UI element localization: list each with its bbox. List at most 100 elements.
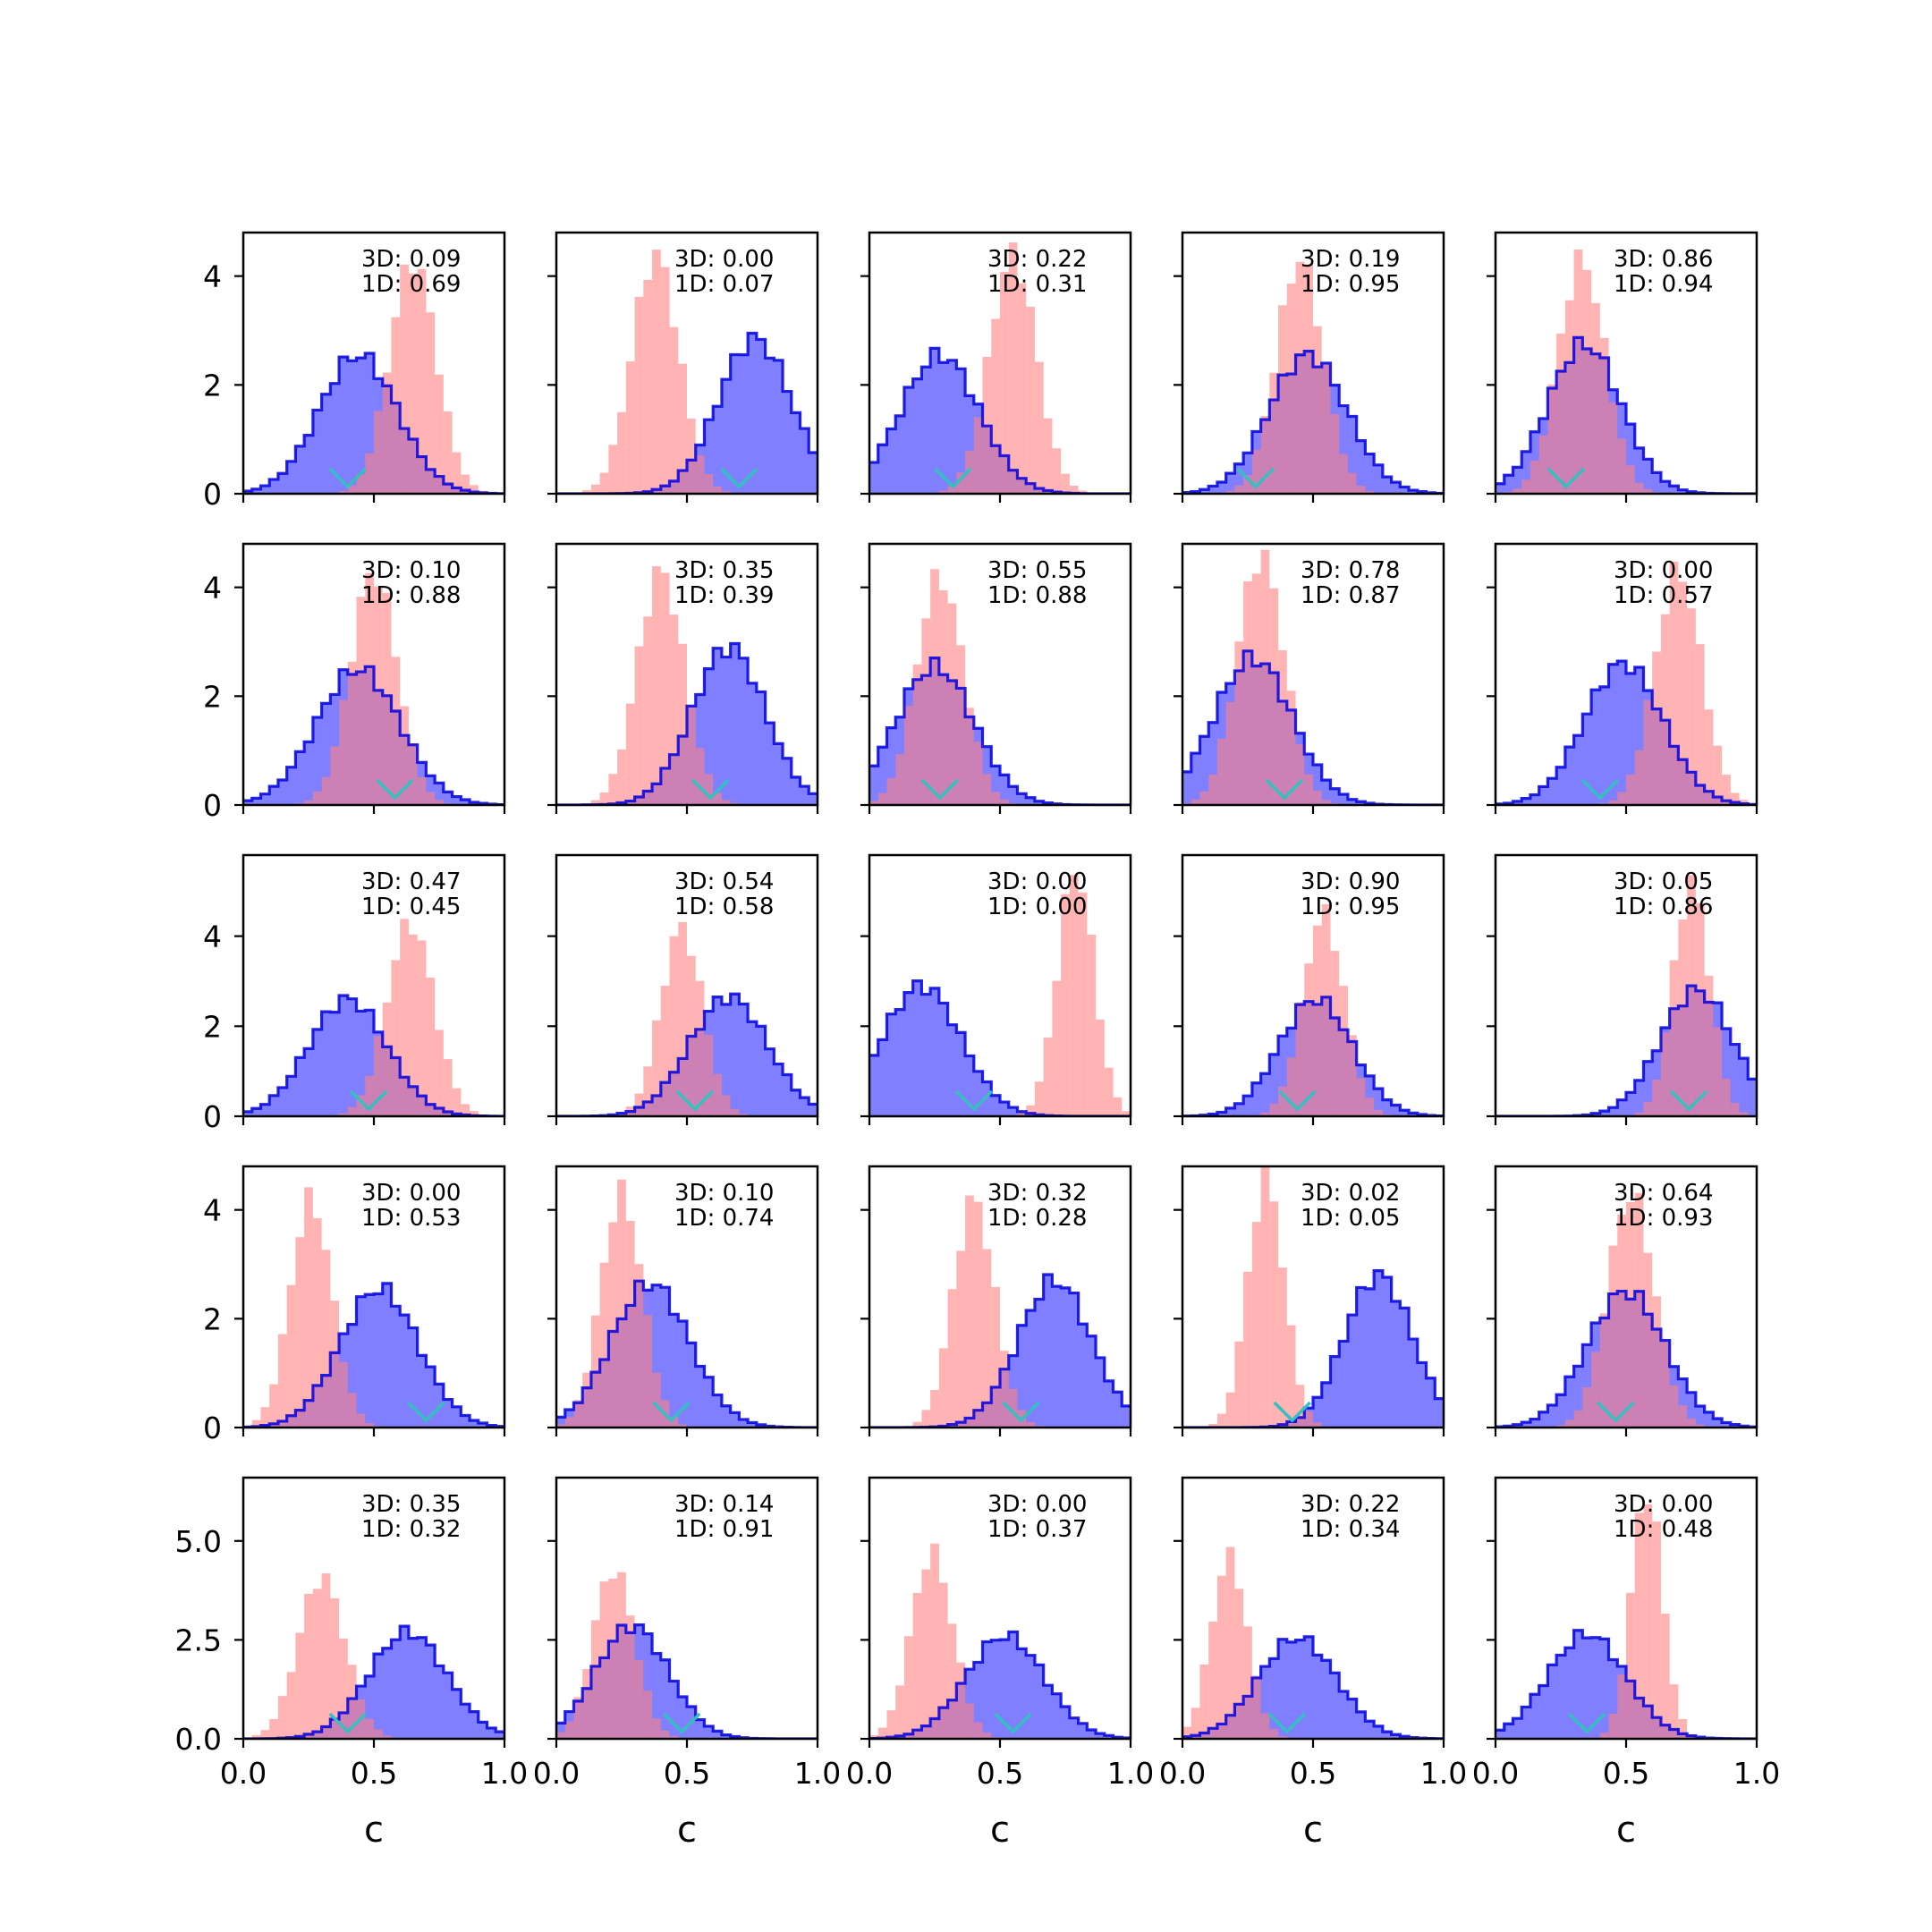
- red-histogram-bar: [1269, 1103, 1279, 1116]
- red-histogram-bar: [643, 279, 653, 494]
- red-histogram-bar: [1617, 1215, 1626, 1428]
- x-tick-label: 0.0: [1472, 1756, 1519, 1791]
- red-histogram-bar: [678, 363, 687, 494]
- red-histogram-bar: [1660, 1614, 1670, 1739]
- red-histogram-bar: [1225, 1392, 1235, 1428]
- red-histogram-bar: [269, 1384, 278, 1428]
- plot-area: [243, 572, 504, 805]
- y-tick-label: 0: [203, 477, 222, 512]
- red-histogram-bar: [652, 250, 661, 494]
- x-tick-label: 0.0: [1159, 1756, 1206, 1791]
- red-histogram-bar: [339, 1361, 348, 1428]
- red-histogram-bar: [1078, 892, 1088, 1116]
- blue-histogram-fill: [869, 348, 1131, 494]
- red-histogram-bar: [938, 590, 948, 805]
- red-histogram-bar: [374, 1036, 383, 1116]
- red-histogram-bar: [365, 1423, 374, 1428]
- red-histogram-bar: [608, 1222, 618, 1428]
- red-histogram-bar: [382, 1735, 392, 1739]
- y-tick-label: 2: [203, 368, 222, 402]
- red-histogram-bar: [1286, 284, 1296, 494]
- red-histogram-bar: [1687, 1418, 1696, 1428]
- red-histogram-bar: [391, 960, 401, 1116]
- annotation-1d: 1D: 0.58: [674, 894, 774, 920]
- red-histogram-bar: [599, 1581, 609, 1739]
- x-tick-label: 0.5: [1603, 1756, 1649, 1791]
- annotation-3d: 3D: 0.00: [674, 246, 774, 273]
- red-histogram-bar: [382, 1002, 392, 1116]
- blue-histogram-outline: [243, 1624, 504, 1739]
- red-histogram-bar: [1652, 1521, 1661, 1739]
- red-histogram-bar: [1365, 490, 1375, 494]
- red-histogram-bar: [617, 411, 626, 494]
- red-histogram-bar: [1260, 1713, 1270, 1739]
- annotation-3d: 3D: 0.00: [1614, 1491, 1713, 1518]
- red-histogram-bar: [582, 490, 591, 494]
- red-histogram-bar: [1634, 1513, 1644, 1739]
- red-histogram-bar: [330, 1597, 340, 1739]
- plot-area: [869, 242, 1131, 494]
- red-histogram-bar: [1713, 1027, 1723, 1116]
- red-histogram-bar: [1061, 473, 1070, 494]
- annotation-1d: 1D: 0.87: [1301, 582, 1400, 609]
- red-histogram-bar: [1538, 435, 1548, 494]
- red-histogram-bar: [877, 1727, 887, 1739]
- red-histogram-bar: [1269, 372, 1279, 494]
- y-tick-label: 4: [203, 919, 222, 954]
- annotation-3d: 3D: 0.22: [1301, 1491, 1400, 1518]
- blue-histogram-fill: [869, 980, 1131, 1116]
- red-histogram-bar: [1113, 1097, 1123, 1116]
- annotation-3d: 3D: 0.32: [987, 1180, 1087, 1207]
- red-histogram-bar: [426, 312, 436, 494]
- red-histogram-bar: [426, 977, 436, 1116]
- red-histogram-bar: [1739, 1112, 1749, 1116]
- red-histogram-bar: [321, 776, 331, 805]
- red-histogram-bar: [461, 474, 470, 494]
- red-histogram-bar: [1260, 1112, 1270, 1116]
- annotation-1d: 1D: 0.86: [1614, 894, 1713, 920]
- x-tick-label: 0.0: [533, 1756, 580, 1791]
- plot-area: [1496, 875, 1757, 1116]
- plot-area: [1182, 549, 1444, 805]
- annotation-1d: 1D: 0.53: [361, 1205, 461, 1232]
- red-histogram-bar: [695, 980, 705, 1116]
- red-histogram-bar: [564, 1721, 574, 1739]
- red-histogram-bar: [1052, 980, 1062, 1116]
- red-histogram-bar: [660, 267, 670, 494]
- red-histogram-bar: [678, 1424, 687, 1428]
- y-tick-label: 5.0: [175, 1524, 222, 1559]
- red-histogram-bar: [1304, 1411, 1313, 1428]
- annotation-3d: 3D: 0.35: [674, 557, 774, 584]
- red-histogram-bar: [1722, 1079, 1731, 1116]
- red-histogram-bar: [277, 1696, 287, 1739]
- red-histogram-bar: [1591, 1352, 1600, 1428]
- red-histogram-bar: [713, 486, 722, 494]
- red-histogram-bar: [1295, 744, 1305, 805]
- red-histogram-bar: [1330, 413, 1340, 494]
- red-histogram-bar: [1634, 750, 1644, 805]
- red-histogram-bar: [365, 453, 374, 494]
- red-histogram-bar: [304, 1187, 313, 1428]
- red-histogram-bar: [721, 800, 731, 805]
- annotation-3d: 3D: 0.47: [361, 869, 461, 895]
- red-histogram-bar: [339, 1113, 348, 1116]
- y-tick-label: 0: [203, 788, 222, 823]
- red-histogram-bar: [721, 491, 731, 494]
- red-histogram-bar: [408, 743, 418, 805]
- red-histogram-bar: [947, 603, 957, 805]
- red-histogram-bar: [1304, 264, 1313, 494]
- red-histogram-bar: [930, 1390, 939, 1428]
- red-histogram-bar: [251, 1734, 261, 1739]
- red-histogram-bar: [1634, 482, 1644, 494]
- red-histogram-bar: [1304, 774, 1313, 805]
- red-histogram-bar: [1017, 283, 1027, 494]
- red-histogram-bar: [678, 921, 687, 1116]
- red-histogram-bar: [1000, 1351, 1009, 1428]
- red-histogram-bar: [1243, 1271, 1252, 1428]
- red-histogram-bar: [1043, 418, 1053, 494]
